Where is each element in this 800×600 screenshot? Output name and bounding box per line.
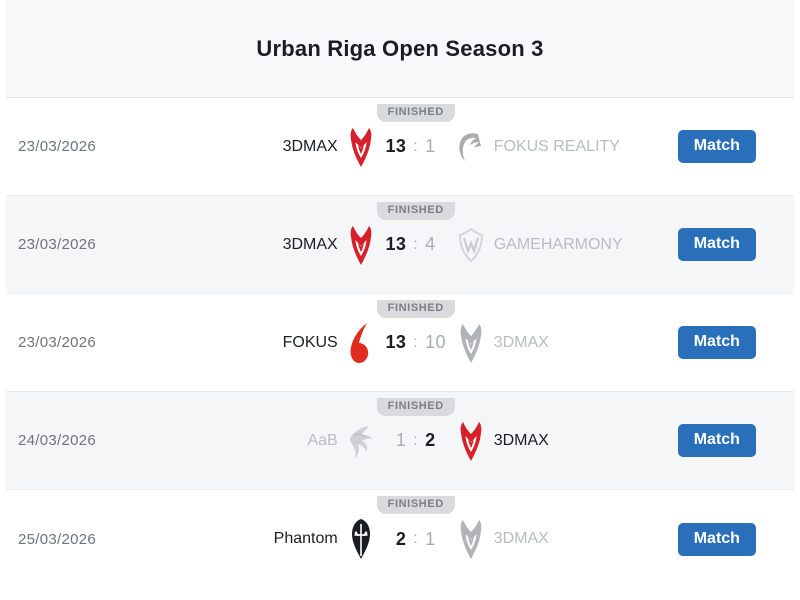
score-separator: : (413, 333, 419, 351)
home-team-name: 3DMAX (282, 137, 338, 155)
table-row[interactable]: 23/03/2026 FINISHED FOKUS 13 (6, 294, 794, 392)
match-list: 23/03/2026 FINISHED 3DMAX (6, 98, 794, 588)
match-center: FINISHED 3DMAX 13 (166, 98, 666, 195)
match-action: Match (666, 326, 794, 359)
score: 13 : 10 (378, 332, 454, 353)
match-button[interactable]: Match (677, 326, 756, 359)
fokus-logo-red-icon (344, 322, 378, 363)
away-team[interactable]: FOKUS REALITY (454, 127, 666, 167)
match-date: 23/03/2026 (18, 236, 97, 253)
3dmax-logo-gray-icon (454, 519, 488, 559)
home-score: 13 (385, 332, 407, 352)
teams-container: 3DMAX 13 : 4 (166, 225, 666, 265)
home-score: 1 (395, 430, 407, 450)
match-date: 23/03/2026 (18, 138, 97, 155)
match-center: FINISHED Phantom (166, 490, 666, 588)
match-center: FINISHED FOKUS 13 : (166, 294, 666, 391)
score: 13 : 1 (378, 136, 454, 157)
home-team-name: 3DMAX (282, 235, 338, 253)
score: 2 : 1 (378, 529, 454, 550)
teams-container: 3DMAX 13 : 1 (166, 127, 666, 167)
away-team-name: 3DMAX (493, 431, 549, 449)
gameharmony-logo-gray-icon (454, 225, 488, 265)
fokus-reality-logo-gray-icon (454, 127, 488, 167)
table-row[interactable]: 24/03/2026 FINISHED AaB 1 (6, 392, 794, 490)
teams-container: FOKUS 13 : 10 (166, 322, 666, 363)
match-button[interactable]: Match (677, 228, 756, 261)
home-team[interactable]: Phantom (166, 519, 378, 559)
status-badge: FINISHED (376, 496, 455, 514)
home-score: 13 (385, 234, 407, 254)
away-team-name: FOKUS REALITY (493, 137, 620, 155)
status-badge: FINISHED (376, 398, 455, 416)
score-separator: : (413, 235, 419, 253)
teams-container: AaB 1 : 2 (166, 421, 666, 461)
status-badge: FINISHED (376, 202, 455, 220)
table-row[interactable]: 23/03/2026 FINISHED 3DMAX (6, 98, 794, 196)
score-separator: : (413, 137, 419, 155)
away-team[interactable]: 3DMAX (454, 421, 666, 461)
score: 1 : 2 (378, 430, 454, 451)
away-score: 1 (425, 136, 436, 156)
score-separator: : (413, 530, 419, 547)
score-separator: : (413, 431, 419, 449)
match-date: 24/03/2026 (18, 432, 97, 449)
3dmax-logo-red-icon (344, 225, 378, 265)
score: 13 : 4 (378, 234, 454, 255)
away-team[interactable]: 3DMAX (454, 323, 666, 363)
match-action: Match (666, 522, 794, 556)
home-team[interactable]: 3DMAX (166, 225, 378, 265)
table-row[interactable]: 23/03/2026 FINISHED 3DMAX (6, 196, 794, 294)
home-team-name: Phantom (273, 530, 338, 547)
page-title: Urban Riga Open Season 3 (256, 35, 544, 61)
status-badge: FINISHED (376, 104, 455, 122)
away-score: 2 (425, 430, 436, 450)
3dmax-logo-red-icon (454, 421, 488, 461)
table-row[interactable]: 25/03/2026 FINISHED Phantom (6, 490, 794, 588)
match-button[interactable]: Match (677, 130, 756, 163)
home-team[interactable]: 3DMAX (166, 127, 378, 167)
match-button[interactable]: Match (677, 424, 756, 457)
away-score: 1 (425, 528, 436, 549)
home-team-name: FOKUS (282, 333, 338, 351)
away-score: 4 (425, 234, 436, 254)
match-center: FINISHED AaB 1 : 2 (166, 392, 666, 489)
away-team[interactable]: GAMEHARMONY (454, 225, 666, 265)
away-team-name: 3DMAX (493, 333, 549, 351)
match-date: 23/03/2026 (18, 334, 97, 351)
match-action: Match (666, 424, 794, 457)
home-team[interactable]: AaB (166, 421, 378, 461)
away-team-name: 3DMAX (493, 530, 549, 547)
match-date: 25/03/2026 (18, 530, 97, 548)
3dmax-logo-gray-icon (454, 323, 488, 363)
home-score: 13 (385, 136, 407, 156)
match-action: Match (666, 130, 794, 163)
3dmax-logo-red-icon (344, 127, 378, 167)
tournament-header: Urban Riga Open Season 3 (6, 0, 794, 98)
away-team-name: GAMEHARMONY (493, 235, 623, 253)
away-team[interactable]: 3DMAX (454, 519, 666, 559)
home-team[interactable]: FOKUS (166, 322, 378, 363)
match-button[interactable]: Match (677, 522, 756, 556)
home-score: 2 (395, 528, 407, 549)
away-score: 10 (425, 332, 446, 352)
teams-container: Phantom 2 : (166, 519, 666, 559)
status-badge: FINISHED (376, 300, 455, 318)
home-team-name: AaB (307, 431, 338, 449)
match-center: FINISHED 3DMAX 13 (166, 196, 666, 293)
aab-logo-gray-icon (344, 421, 378, 461)
phantom-logo-dark-icon (344, 519, 378, 559)
match-action: Match (666, 228, 794, 261)
